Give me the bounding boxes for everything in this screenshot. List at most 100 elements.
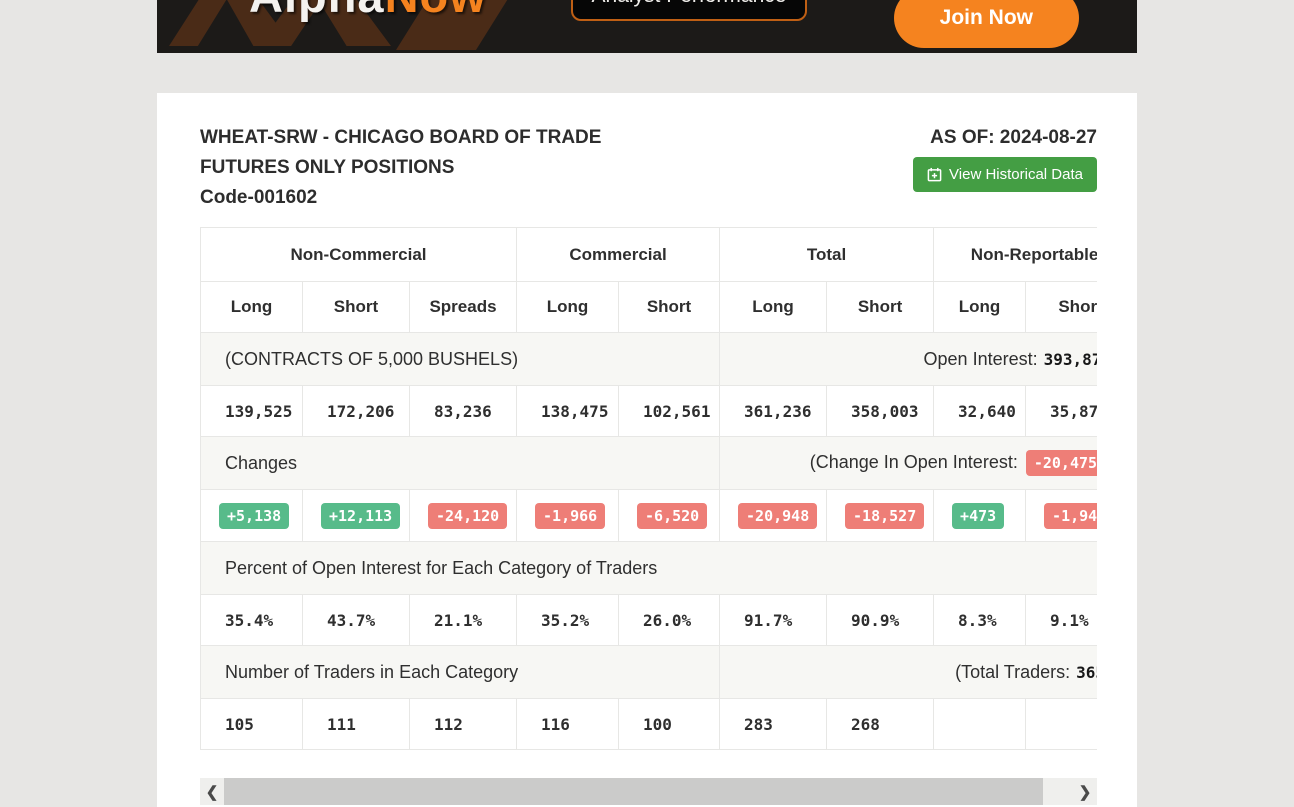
- change-badge-cell: -6,520: [618, 489, 721, 542]
- change-badge: -1,966: [535, 502, 606, 529]
- report-title: WHEAT-SRW - CHICAGO BOARD OF TRADE: [200, 127, 602, 148]
- view-historical-data-button[interactable]: View Historical Data: [913, 157, 1097, 192]
- logo-part2: Now: [385, 0, 487, 22]
- traders-value: [933, 698, 1027, 750]
- change-badge: -1,948: [1044, 502, 1097, 529]
- scroll-left-button[interactable]: ❮: [200, 778, 224, 805]
- percent-value: 21.1%: [408, 594, 518, 646]
- position-value: 138,475: [516, 385, 620, 437]
- percent-value: 90.9%: [826, 594, 935, 646]
- subheader-long: Long: [200, 281, 303, 333]
- change-badge-cell: -1,966: [516, 489, 620, 542]
- report-header: WHEAT-SRW - CHICAGO BOARD OF TRADE FUTUR…: [200, 123, 1097, 213]
- position-value: 32,640: [933, 385, 1027, 437]
- group-header-non-commercial: Non-Commercial: [200, 227, 518, 282]
- percent-label-row: Percent of Open Interest for Each Catego…: [200, 541, 1097, 595]
- change-badge: +473: [952, 502, 1005, 529]
- open-interest-cell: Open Interest:393,876: [719, 332, 1097, 386]
- subheader-long: Long: [719, 281, 828, 333]
- open-interest-label: Open Interest:: [923, 348, 1038, 369]
- change-oi-badge: -20,475: [1025, 450, 1097, 476]
- subheader-long: Long: [516, 281, 620, 333]
- join-now-button[interactable]: Join Now: [893, 0, 1079, 48]
- scroll-right-button[interactable]: ❯: [1073, 778, 1097, 805]
- percent-value: 8.3%: [933, 594, 1027, 646]
- open-interest-value: 393,876: [1043, 349, 1097, 369]
- subheader-long: Long: [933, 281, 1027, 333]
- contracts-label-cell: (CONTRACTS OF 5,000 BUSHELS): [200, 332, 721, 386]
- changes-label-row: Changes (Change In Open Interest: -20,475…: [200, 436, 1097, 490]
- traders-label-row: Number of Traders in Each Category (Tota…: [200, 645, 1097, 699]
- total-traders-value: 365: [1076, 662, 1097, 682]
- percent-value: 91.7%: [719, 594, 828, 646]
- change-badge: -6,520: [637, 502, 708, 529]
- traders-value: 112: [408, 698, 518, 750]
- subheader-short: Short: [1025, 281, 1097, 333]
- position-value: 83,236: [408, 385, 518, 437]
- chevron-right-icon: ❯: [1078, 783, 1092, 801]
- change-oi-label: (Change In Open Interest:: [809, 452, 1018, 472]
- position-value: 172,206: [302, 385, 410, 437]
- traders-value: 111: [302, 698, 410, 750]
- analyst-performance-label: Analyst Performance: [592, 0, 787, 8]
- view-historical-data-label: View Historical Data: [949, 166, 1083, 183]
- change-badge-cell: -24,120: [408, 489, 518, 542]
- percent-values-row: 35.4% 43.7% 21.1% 35.2% 26.0% 91.7% 90.9…: [200, 594, 1097, 646]
- subheader-short: Short: [618, 281, 721, 333]
- change-badge-cell: -18,527: [826, 489, 935, 542]
- scrollbar-thumb[interactable]: [224, 778, 1043, 805]
- change-badge-cell: +5,138: [200, 489, 303, 542]
- horizontal-scrollbar: ❮ ❯: [200, 778, 1097, 805]
- chevron-left-icon: ❮: [205, 783, 219, 801]
- scrollbar-track[interactable]: [224, 778, 1073, 805]
- position-value: 35,873: [1025, 385, 1097, 437]
- open-interest-row: (CONTRACTS OF 5,000 BUSHELS) Open Intere…: [200, 332, 1097, 386]
- change-badge: -18,527: [845, 502, 925, 529]
- report-title-block: WHEAT-SRW - CHICAGO BOARD OF TRADE FUTUR…: [200, 123, 601, 213]
- position-value: 102,561: [618, 385, 721, 437]
- alphanow-logo[interactable]: AlphaNow: [249, 0, 487, 23]
- positions-row: 139,525 172,206 83,236 138,475 102,561 3…: [200, 385, 1097, 437]
- report-subtitle: FUTURES ONLY POSITIONS: [200, 157, 455, 178]
- sub-header-row: Long Short Spreads Long Short Long Short…: [200, 281, 1097, 333]
- change-badge-cell: -20,948: [719, 489, 828, 542]
- join-now-label: Join Now: [939, 6, 1033, 29]
- traders-values-row: 105 111 112 116 100 283 268: [200, 698, 1097, 750]
- group-header-total: Total: [719, 227, 935, 282]
- percent-value: 43.7%: [302, 594, 410, 646]
- traders-value: [1025, 698, 1097, 750]
- change-badge-cell: -1,948: [1025, 489, 1097, 542]
- percent-value: 35.4%: [200, 594, 303, 646]
- group-header-row: Non-Commercial Commercial Total Non-Repo…: [200, 227, 1097, 282]
- change-open-interest-cell: (Change In Open Interest:-20,475): [719, 436, 1097, 490]
- logo-part1: Alpha: [249, 0, 385, 22]
- traders-value: 116: [516, 698, 620, 750]
- subheader-short: Short: [302, 281, 410, 333]
- traders-value: 105: [200, 698, 303, 750]
- total-traders-label: (Total Traders:: [955, 661, 1071, 682]
- changes-values-row: +5,138 +12,113 -24,120 -1,966 -6,520 -20…: [200, 489, 1097, 542]
- percent-value: 35.2%: [516, 594, 620, 646]
- traders-value: 100: [618, 698, 721, 750]
- changes-label-cell: Changes: [200, 436, 721, 490]
- change-badge-cell: +473: [933, 489, 1027, 542]
- change-badge: +5,138: [219, 502, 290, 529]
- as-of-date: AS OF: 2024-08-27: [930, 127, 1097, 148]
- group-header-commercial: Commercial: [516, 227, 721, 282]
- position-value: 358,003: [826, 385, 935, 437]
- cot-table-viewport: Non-Commercial Commercial Total Non-Repo…: [200, 227, 1097, 750]
- traders-value: 283: [719, 698, 828, 750]
- calendar-plus-icon: [927, 167, 942, 182]
- analyst-performance-button[interactable]: Analyst Performance: [571, 0, 807, 21]
- total-traders-cell: (Total Traders:365): [719, 645, 1097, 699]
- report-card: WHEAT-SRW - CHICAGO BOARD OF TRADE FUTUR…: [157, 93, 1137, 807]
- change-badge: +12,113: [321, 502, 401, 529]
- percent-value: 26.0%: [618, 594, 721, 646]
- ad-banner[interactable]: AlphaNow Analyst Performance Join Now: [157, 0, 1137, 53]
- report-code: Code-001602: [200, 187, 318, 208]
- change-badge: -20,948: [738, 502, 818, 529]
- cot-table: Non-Commercial Commercial Total Non-Repo…: [200, 227, 1097, 750]
- group-header-non-reportable: Non-Reportable: [933, 227, 1097, 282]
- traders-value: 268: [826, 698, 935, 750]
